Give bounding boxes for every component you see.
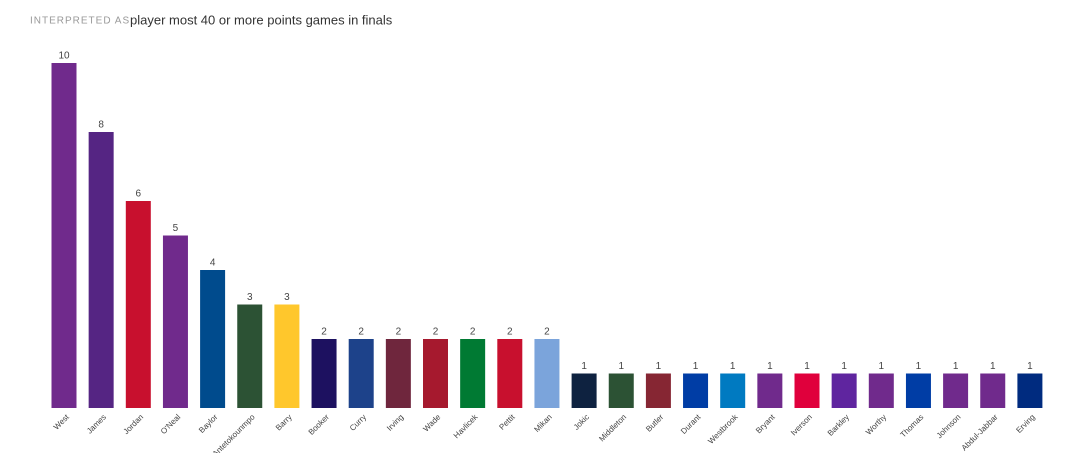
x-tick-label: Johnson <box>935 413 963 441</box>
x-tick-label: Middleton <box>597 413 628 444</box>
value-label: 1 <box>618 361 624 372</box>
x-tick-label: Abdul-Jabbar <box>960 412 1000 452</box>
x-tick-label: O'Neal <box>159 412 183 436</box>
x-tick-label: Jokic <box>572 413 591 432</box>
x-tick-label: Mikan <box>532 413 553 434</box>
bar <box>311 339 337 408</box>
value-label: 1 <box>581 361 587 372</box>
value-label: 1 <box>841 361 847 372</box>
x-tick-label: Iverson <box>789 413 814 438</box>
x-tick-label: James <box>85 413 108 436</box>
bar <box>794 373 820 408</box>
x-tick-label: Irving <box>385 413 405 433</box>
x-tick-label: Curry <box>348 413 368 433</box>
value-label: 1 <box>916 361 922 372</box>
x-tick-label: West <box>52 412 72 432</box>
bar <box>534 339 560 408</box>
value-label: 5 <box>173 223 179 234</box>
x-tick-label: Worthy <box>864 413 888 437</box>
bar <box>88 132 114 408</box>
bar <box>868 373 894 408</box>
x-tick-label: Thomas <box>899 413 926 440</box>
x-tick-label: Pettit <box>497 412 517 432</box>
x-tick-label: Butler <box>644 412 665 433</box>
x-tick-label: Barkley <box>826 413 851 438</box>
value-label: 10 <box>58 51 70 62</box>
value-label: 8 <box>98 120 104 131</box>
bar <box>348 339 374 408</box>
value-label: 2 <box>396 327 402 338</box>
value-label: 2 <box>507 327 513 338</box>
value-label: 3 <box>284 292 290 303</box>
x-tick-label: Durant <box>679 412 703 436</box>
bar <box>683 373 709 408</box>
chart-title: player most 40 or more points games in f… <box>130 12 393 27</box>
bar <box>645 373 671 408</box>
x-tick-label: Bryant <box>754 412 777 435</box>
value-label: 3 <box>247 292 253 303</box>
x-tick-label: Barry <box>274 413 294 433</box>
value-label: 1 <box>730 361 736 372</box>
value-label: 6 <box>136 189 142 200</box>
value-label: 1 <box>693 361 699 372</box>
x-tick-label: Erving <box>1014 413 1036 435</box>
value-label: 2 <box>321 327 327 338</box>
value-label: 2 <box>358 327 364 338</box>
bar <box>943 373 969 408</box>
value-label: 1 <box>953 361 959 372</box>
bar <box>831 373 857 408</box>
x-tick-label: Westbrook <box>706 412 740 446</box>
bar <box>497 339 523 408</box>
bar <box>162 235 188 408</box>
bar <box>423 339 448 408</box>
bar <box>980 373 1006 408</box>
x-tick-label: Wade <box>421 412 442 433</box>
value-label: 2 <box>433 327 439 338</box>
value-label: 1 <box>1027 361 1033 372</box>
bar <box>125 201 151 408</box>
value-label: 1 <box>879 361 885 372</box>
bar <box>720 373 746 408</box>
bar <box>460 339 486 408</box>
bar <box>51 63 77 408</box>
bar <box>608 373 634 408</box>
bar <box>274 304 300 408</box>
value-label: 2 <box>544 327 550 338</box>
bar <box>385 339 411 408</box>
bar <box>200 270 226 408</box>
value-label: 1 <box>990 361 996 372</box>
subtitle-label: INTERPRETED AS: <box>30 16 134 27</box>
value-label: 2 <box>470 327 476 338</box>
x-tick-label: Havlicek <box>452 412 480 440</box>
x-tick-label: Booker <box>307 412 332 437</box>
bar <box>237 304 263 408</box>
x-tick-label: Baylor <box>197 412 220 435</box>
value-label: 1 <box>767 361 773 372</box>
bar <box>1017 373 1043 408</box>
value-label: 4 <box>210 258 216 269</box>
value-label: 1 <box>656 361 662 372</box>
bar <box>905 373 931 408</box>
bar <box>571 373 597 408</box>
bar <box>757 373 783 408</box>
x-tick-label: Jordan <box>122 413 146 437</box>
value-label: 1 <box>804 361 810 372</box>
